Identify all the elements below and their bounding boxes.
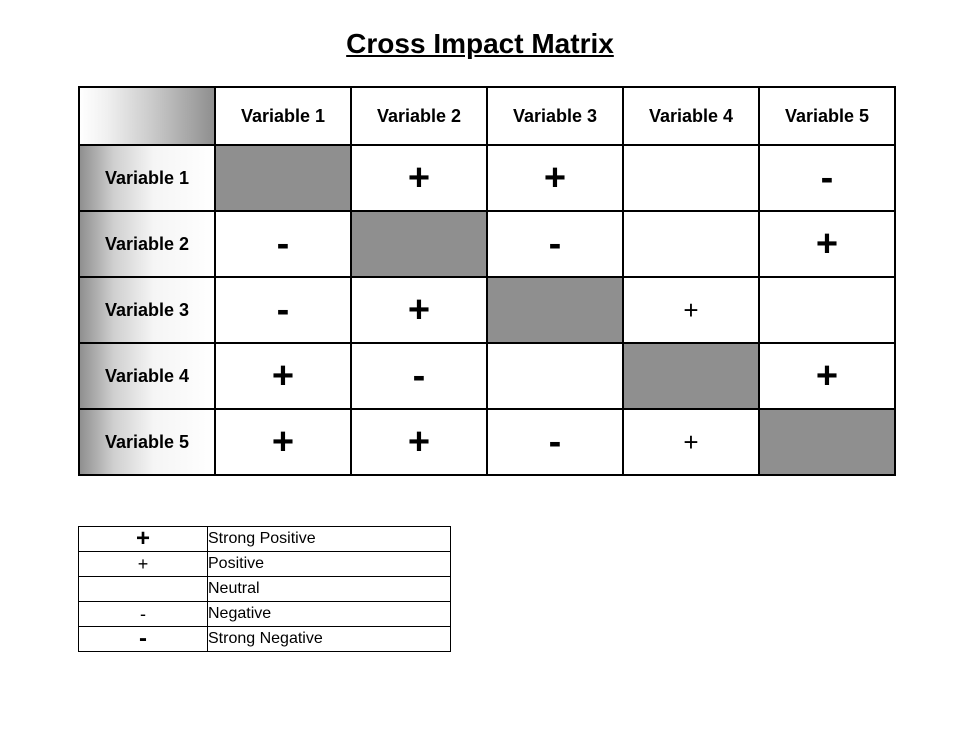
- col-header: Variable 3: [487, 87, 623, 145]
- matrix-cell: +: [623, 277, 759, 343]
- matrix-cell: +: [215, 409, 351, 475]
- legend-symbol: -: [79, 602, 208, 627]
- matrix-cell: +: [351, 277, 487, 343]
- legend-symbol: [79, 577, 208, 602]
- col-header: Variable 4: [623, 87, 759, 145]
- matrix-cell: +: [623, 409, 759, 475]
- matrix-cell: -: [215, 277, 351, 343]
- row-header: Variable 1: [79, 145, 215, 211]
- legend-symbol: +: [79, 552, 208, 577]
- row-header: Variable 5: [79, 409, 215, 475]
- matrix-cell: [487, 343, 623, 409]
- col-header: Variable 1: [215, 87, 351, 145]
- legend-label: Strong Positive: [208, 527, 451, 552]
- legend-container: +Strong Positive+PositiveNeutral-Negativ…: [78, 526, 960, 652]
- matrix-cell: -: [487, 211, 623, 277]
- matrix-cell: -: [215, 211, 351, 277]
- row-header: Variable 3: [79, 277, 215, 343]
- legend-symbol: -: [79, 627, 208, 652]
- matrix-cell: [623, 145, 759, 211]
- diagonal-cell: [759, 409, 895, 475]
- matrix-cell: +: [351, 409, 487, 475]
- matrix-cell: +: [759, 343, 895, 409]
- row-header: Variable 4: [79, 343, 215, 409]
- matrix-cell: -: [351, 343, 487, 409]
- diagonal-cell: [215, 145, 351, 211]
- matrix-cell: +: [487, 145, 623, 211]
- matrix-corner: [79, 87, 215, 145]
- col-header: Variable 5: [759, 87, 895, 145]
- legend-label: Positive: [208, 552, 451, 577]
- matrix-cell: [759, 277, 895, 343]
- cross-impact-matrix: Variable 1Variable 2Variable 3Variable 4…: [78, 86, 896, 476]
- matrix-cell: +: [215, 343, 351, 409]
- diagonal-cell: [351, 211, 487, 277]
- matrix-cell: [623, 211, 759, 277]
- legend-label: Strong Negative: [208, 627, 451, 652]
- diagonal-cell: [623, 343, 759, 409]
- page-title: Cross Impact Matrix: [0, 28, 960, 60]
- legend-symbol: +: [79, 527, 208, 552]
- legend-label: Negative: [208, 602, 451, 627]
- matrix-cell: +: [351, 145, 487, 211]
- matrix-cell: -: [759, 145, 895, 211]
- matrix-cell: -: [487, 409, 623, 475]
- matrix-container: Variable 1Variable 2Variable 3Variable 4…: [78, 86, 960, 476]
- row-header: Variable 2: [79, 211, 215, 277]
- legend-label: Neutral: [208, 577, 451, 602]
- diagonal-cell: [487, 277, 623, 343]
- matrix-cell: +: [759, 211, 895, 277]
- legend-table: +Strong Positive+PositiveNeutral-Negativ…: [78, 526, 451, 652]
- col-header: Variable 2: [351, 87, 487, 145]
